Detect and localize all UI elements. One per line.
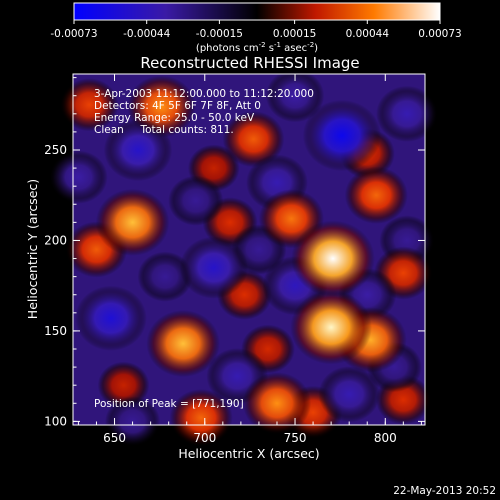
y-tick-label: 150 <box>44 324 67 338</box>
heatmap-source <box>318 366 381 423</box>
colorbar-tick-label: 0.00015 <box>273 28 316 40</box>
heatmap-source <box>169 389 233 447</box>
x-tick-label: 700 <box>193 431 216 445</box>
x-tick-label: 800 <box>374 431 397 445</box>
heatmap-source <box>376 85 438 142</box>
y-tick-label: 250 <box>44 143 67 157</box>
heatmap-source <box>60 78 119 132</box>
heatmap-source <box>75 285 147 351</box>
heatmap-image <box>49 69 438 447</box>
heatmap-source <box>168 175 224 226</box>
y-axis-label: Heliocentric Y (arcsec) <box>25 179 40 319</box>
annotation-counts: Clean Total counts: 811. <box>94 124 234 136</box>
x-tick-label: 750 <box>284 431 307 445</box>
heatmap-source <box>179 236 248 299</box>
heatmap-source <box>49 150 108 204</box>
colorbar-tick-label: 0.00044 <box>346 28 390 40</box>
peak-position-label: Position of Peak = [771,190] <box>94 398 244 410</box>
colorbar <box>73 2 441 21</box>
heatmap-source <box>242 372 312 435</box>
y-tick-label: 100 <box>44 414 67 428</box>
heatmap-source <box>302 99 382 172</box>
heatmap-source <box>103 118 173 182</box>
annotation-detectors: Detectors: 4F 5F 6F 7F 8F, Att 0 <box>94 100 261 112</box>
y-tick-label: 200 <box>44 233 67 247</box>
annotation-energy: Energy Range: 25.0 - 50.0 keV <box>94 112 255 124</box>
heatmap-source <box>222 111 285 168</box>
colorbar-tick-label: -0.00073 <box>50 28 97 40</box>
colorbar-tick-label: -0.00015 <box>196 28 243 40</box>
plot-frame <box>72 73 426 426</box>
heatmap-source <box>137 251 193 302</box>
timestamp: 22-May-2013 20:52 <box>393 485 496 497</box>
heatmap-source <box>95 188 170 256</box>
colorbar-ticks: -0.00073 -0.00044 -0.00015 0.00015 0.00044 0.… <box>50 20 462 40</box>
heatmap-source <box>344 166 408 224</box>
x-tick-label: 650 <box>103 431 126 445</box>
heatmap-source <box>105 396 161 447</box>
heatmap-source <box>146 310 220 378</box>
colorbar-unit-label: (photons cm-2 s-1 asec-2) <box>196 41 318 54</box>
heatmap-source <box>290 290 372 365</box>
annotation-block: 3-Apr-2003 11:12:00.000 to 11:12:20.000 … <box>94 88 314 136</box>
annotation-time: 3-Apr-2003 11:12:00.000 to 11:12:20.000 <box>94 88 314 100</box>
heatmap-source <box>265 69 325 123</box>
heatmap-source <box>291 220 375 297</box>
colorbar-tick-label: -0.00044 <box>123 28 171 40</box>
colorbar-tick-label: 0.00073 <box>418 28 461 40</box>
x-axis-label: Heliocentric X (arcsec) <box>178 446 319 461</box>
axis-ticks: 650 700 750 800 100 150 200 250 <box>44 74 425 445</box>
chart-title: Reconstructed RHESSI Image <box>140 54 359 72</box>
